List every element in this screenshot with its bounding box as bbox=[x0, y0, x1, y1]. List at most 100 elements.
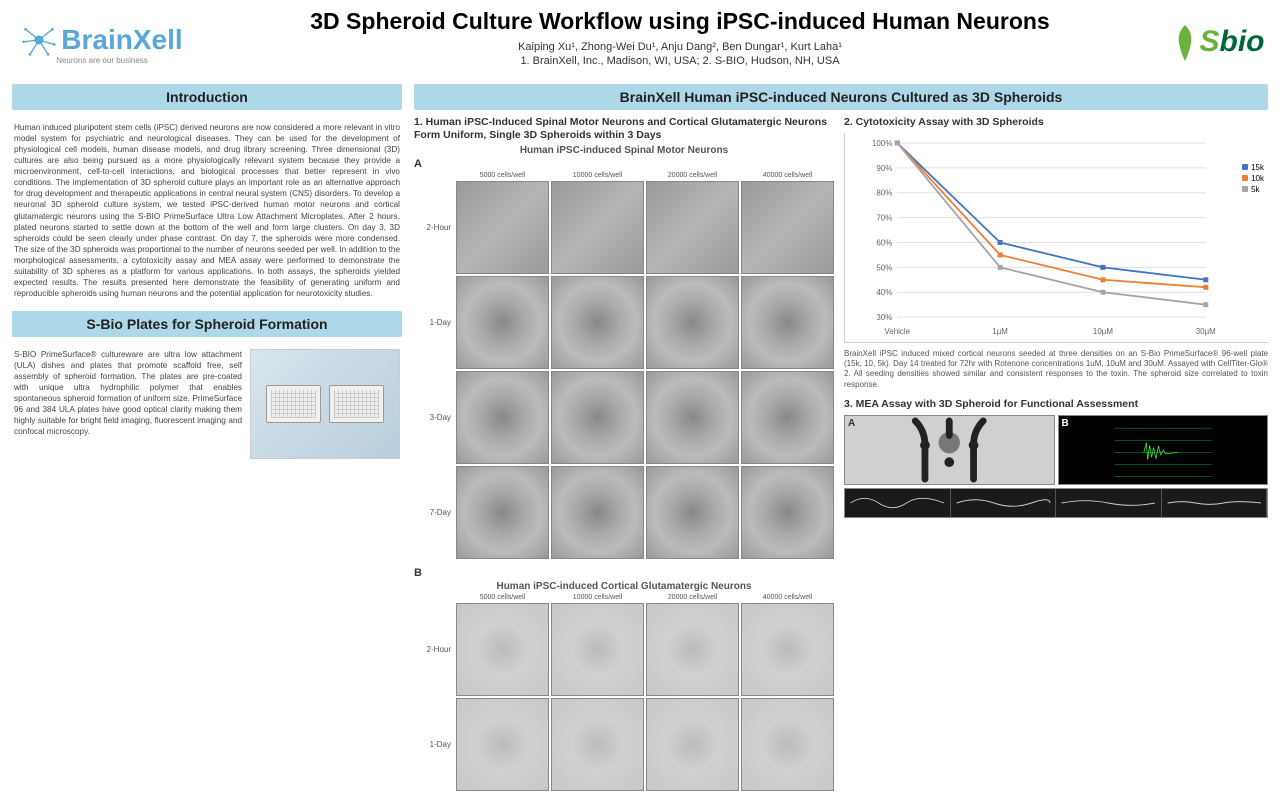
micrograph-col-header: 10000 cells/well bbox=[551, 594, 644, 601]
mea-panel-b: B bbox=[1058, 415, 1269, 485]
mea-panel-a: A bbox=[844, 415, 1055, 485]
chart-caption: BrainXell iPSC induced mixed cortical ne… bbox=[844, 349, 1268, 391]
chart-svg: 30%40%50%60%70%80%90%100%Vehicle1µM10µM3… bbox=[845, 133, 1268, 342]
brainxell-logo-block: BrainXell Neurons are our business bbox=[12, 8, 192, 78]
poster-root: BrainXell Neurons are our business 3D Sp… bbox=[0, 0, 1280, 720]
sbio-bio: bio bbox=[1220, 25, 1265, 58]
sbio-header: S-Bio Plates for Spheroid Formation bbox=[12, 311, 402, 337]
micrograph-row-label: 2-Hour bbox=[414, 181, 454, 274]
leaf-icon bbox=[1171, 23, 1199, 63]
micrograph-col-header: 20000 cells/well bbox=[646, 172, 739, 179]
micrograph-row-label: 1-Day bbox=[414, 276, 454, 369]
sbio-body: S-BIO PrimeSurface® cultureware are ultr… bbox=[14, 349, 242, 459]
sbio-logo: Sbio bbox=[1171, 23, 1264, 63]
micrograph-row-label: 1-Day bbox=[414, 698, 454, 791]
right-column: BrainXell Human iPSC-induced Neurons Cul… bbox=[414, 84, 1268, 799]
micrograph-cell bbox=[741, 466, 834, 559]
sbio-logo-block: Sbio bbox=[1168, 8, 1268, 78]
waveform-icon bbox=[951, 489, 1056, 517]
waveform-icon bbox=[1162, 489, 1267, 517]
micrograph-row-label: 7-Day bbox=[414, 466, 454, 559]
svg-text:10µM: 10µM bbox=[1093, 327, 1113, 336]
micrograph-col-header: 40000 cells/well bbox=[741, 594, 834, 601]
micrograph-cell bbox=[551, 698, 644, 791]
panel2-title: 2. Cytotoxicity Assay with 3D Spheroids bbox=[844, 116, 1268, 129]
waveform-4 bbox=[1162, 489, 1268, 517]
micrograph-cell bbox=[551, 466, 644, 559]
micrograph-row-label: 3-Day bbox=[414, 371, 454, 464]
svg-text:90%: 90% bbox=[876, 163, 892, 172]
intro-header: Introduction bbox=[12, 84, 402, 110]
legend-item: 5k bbox=[1242, 185, 1264, 194]
micrograph-cell bbox=[456, 603, 549, 696]
svg-text:40%: 40% bbox=[876, 288, 892, 297]
micrograph-cell bbox=[741, 181, 834, 274]
micrograph-cell bbox=[646, 603, 739, 696]
micrograph-cell bbox=[646, 698, 739, 791]
legend-item: 10k bbox=[1242, 174, 1264, 183]
panel1-title: 1. Human iPSC-Induced Spinal Motor Neuro… bbox=[414, 116, 834, 141]
svg-text:1µM: 1µM bbox=[992, 327, 1008, 336]
micrograph-col-header: 20000 cells/well bbox=[646, 594, 739, 601]
micrograph-cell bbox=[741, 276, 834, 369]
right-main-header: BrainXell Human iPSC-induced Neurons Cul… bbox=[414, 84, 1268, 110]
brainxell-tagline: Neurons are our business bbox=[56, 56, 148, 65]
micrograph-cell bbox=[741, 371, 834, 464]
micrograph-col-header: 40000 cells/well bbox=[741, 172, 834, 179]
body: Introduction Human induced pluripotent s… bbox=[12, 84, 1268, 799]
micrograph-col-header: 5000 cells/well bbox=[456, 172, 549, 179]
micrograph-cell bbox=[456, 371, 549, 464]
waveform-2 bbox=[951, 489, 1057, 517]
waveform-1 bbox=[845, 489, 951, 517]
sbio-s: S bbox=[1199, 25, 1219, 58]
micrograph-cell bbox=[551, 603, 644, 696]
label-B: B bbox=[414, 567, 834, 579]
micrograph-cell bbox=[456, 276, 549, 369]
svg-text:30µM: 30µM bbox=[1196, 327, 1216, 336]
panel3-title: 3. MEA Assay with 3D Spheroid for Functi… bbox=[844, 398, 1268, 411]
right-content: 1. Human iPSC-Induced Spinal Motor Neuro… bbox=[414, 116, 1268, 799]
micrograph-cell bbox=[741, 698, 834, 791]
brainxell-logo-text: BrainXell bbox=[61, 24, 182, 56]
plate-image bbox=[250, 349, 400, 459]
mea-grid: A B bbox=[844, 415, 1268, 518]
svg-text:60%: 60% bbox=[876, 238, 892, 247]
label-A: A bbox=[414, 158, 834, 170]
neuron-icon bbox=[21, 22, 57, 58]
legend-item: 15k bbox=[1242, 163, 1264, 172]
affiliations: 1. BrainXell, Inc., Madison, WI, USA; 2.… bbox=[202, 55, 1158, 67]
left-column: Introduction Human induced pluripotent s… bbox=[12, 84, 402, 799]
mea-panel-c bbox=[844, 488, 1268, 518]
svg-text:70%: 70% bbox=[876, 213, 892, 222]
svg-text:100%: 100% bbox=[872, 139, 892, 148]
intro-body: Human induced pluripotent stem cells (iP… bbox=[12, 118, 402, 303]
waveform-3 bbox=[1056, 489, 1162, 517]
chart-legend: 15k 10k 5k bbox=[1242, 163, 1264, 194]
mea-label-b: B bbox=[1062, 418, 1069, 429]
title-block: 3D Spheroid Culture Workflow using iPSC-… bbox=[202, 8, 1158, 67]
figB-title: Human iPSC-induced Cortical Glutamatergi… bbox=[414, 581, 834, 592]
panel-1: 1. Human iPSC-Induced Spinal Motor Neuro… bbox=[414, 116, 834, 799]
panel-2-3: 2. Cytotoxicity Assay with 3D Spheroids … bbox=[844, 116, 1268, 799]
waveform-icon bbox=[1056, 489, 1161, 517]
svg-text:50%: 50% bbox=[876, 263, 892, 272]
waveform-icon bbox=[845, 489, 950, 517]
micrograph-cell bbox=[551, 371, 644, 464]
svg-text:Vehicle: Vehicle bbox=[884, 327, 910, 336]
micrograph-cell bbox=[741, 603, 834, 696]
micrograph-cell bbox=[456, 181, 549, 274]
micrograph-cell bbox=[551, 276, 644, 369]
micrograph-grid-A: 5000 cells/well10000 cells/well20000 cel… bbox=[414, 172, 834, 559]
micrograph-cell bbox=[646, 371, 739, 464]
authors: Kaiping Xu¹, Zhong-Wei Du¹, Anju Dang², … bbox=[202, 41, 1158, 53]
header: BrainXell Neurons are our business 3D Sp… bbox=[12, 8, 1268, 78]
figA-title: Human iPSC-induced Spinal Motor Neurons bbox=[414, 145, 834, 156]
svg-text:80%: 80% bbox=[876, 188, 892, 197]
micrograph-cell bbox=[456, 466, 549, 559]
micrograph-cell bbox=[646, 276, 739, 369]
electrode-icon bbox=[845, 416, 1054, 484]
micrograph-col-header: 10000 cells/well bbox=[551, 172, 644, 179]
micrograph-col-header: 5000 cells/well bbox=[456, 594, 549, 601]
plate-96 bbox=[266, 385, 321, 423]
spike-trace-icon bbox=[1059, 416, 1268, 484]
